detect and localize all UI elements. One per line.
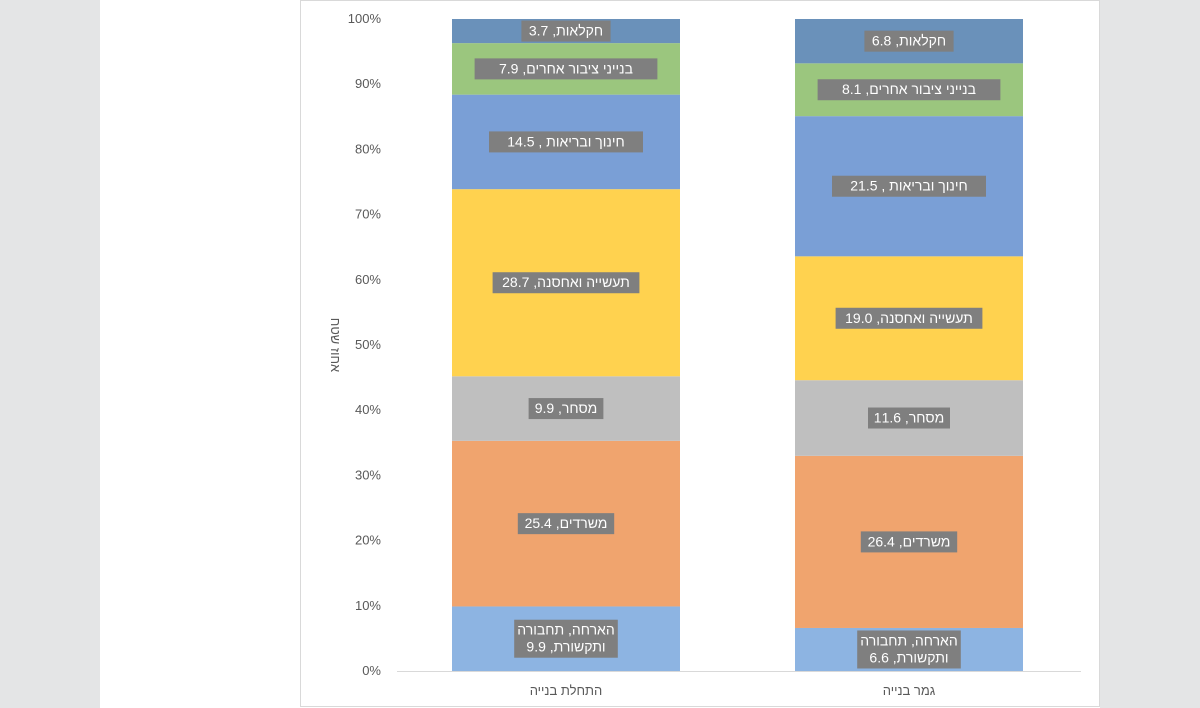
data-label-box bbox=[857, 630, 961, 669]
data-label-box bbox=[474, 58, 658, 80]
data-label-box bbox=[817, 79, 1001, 101]
data-label-box bbox=[514, 619, 618, 658]
data-label: ותקשורת, 9.9 bbox=[526, 639, 605, 655]
data-label-box bbox=[489, 131, 643, 153]
data-label: הארחה, תחבורה bbox=[517, 622, 614, 638]
y-tick-label: 20% bbox=[355, 533, 381, 548]
data-label: משרדים, 25.4 bbox=[525, 515, 608, 531]
y-tick-label: 30% bbox=[355, 467, 381, 482]
y-axis-title: אחוז שטח bbox=[328, 318, 343, 372]
data-label: חינוך ובריאות , 14.5 bbox=[507, 133, 624, 149]
data-label-box bbox=[517, 513, 615, 535]
x-category-label: התחלת בנייה bbox=[530, 683, 603, 698]
stacked-bar-chart: 0% 10% 20% 30% 40% 50% 60% 70% 80% 90% 100% אחוז שט… bbox=[328, 11, 1081, 698]
page: 0% 10% 20% 30% 40% 50% 60% 70% 80% 90% 100% אחוז שט… bbox=[100, 0, 1100, 708]
data-label: תעשייה ואחסנה, 19.0 bbox=[845, 310, 973, 326]
y-tick-label: 70% bbox=[355, 207, 381, 222]
y-tick-label: 40% bbox=[355, 402, 381, 417]
data-label: ותקשורת, 6.6 bbox=[869, 649, 948, 665]
y-tick-label: 10% bbox=[355, 598, 381, 613]
data-label-box bbox=[521, 20, 611, 42]
data-label: חקלאות, 6.8 bbox=[872, 33, 946, 49]
y-tick-label: 80% bbox=[355, 141, 381, 156]
data-label: מסחר, 11.6 bbox=[874, 410, 944, 426]
y-tick-label: 60% bbox=[355, 272, 381, 287]
data-label: הארחה, תחבורה bbox=[860, 632, 957, 648]
data-label-box bbox=[492, 272, 640, 294]
data-label-box bbox=[835, 307, 983, 329]
data-label: תעשייה ואחסנה, 28.7 bbox=[502, 274, 630, 290]
x-category-label: גמר בנייה bbox=[883, 683, 936, 698]
data-label-box bbox=[528, 398, 604, 420]
data-label-box bbox=[868, 407, 950, 429]
data-label-box bbox=[860, 531, 958, 553]
data-label-box bbox=[832, 175, 986, 197]
y-tick-label: 0% bbox=[362, 663, 381, 678]
data-label-box bbox=[864, 30, 954, 52]
y-tick-label: 90% bbox=[355, 76, 381, 91]
chart-area: 0% 10% 20% 30% 40% 50% 60% 70% 80% 90% 100% אחוז שט… bbox=[300, 0, 1100, 707]
y-tick-label: 50% bbox=[355, 337, 381, 352]
data-label: בנייני ציבור אחרים, 8.1 bbox=[842, 81, 976, 97]
data-label: חקלאות, 3.7 bbox=[529, 23, 603, 39]
data-label: משרדים, 26.4 bbox=[868, 533, 951, 549]
data-label: בנייני ציבור אחרים, 7.9 bbox=[499, 60, 633, 76]
y-tick-label: 100% bbox=[348, 11, 382, 26]
data-label: חינוך ובריאות , 21.5 bbox=[850, 178, 967, 194]
data-label: מסחר, 9.9 bbox=[535, 400, 598, 416]
